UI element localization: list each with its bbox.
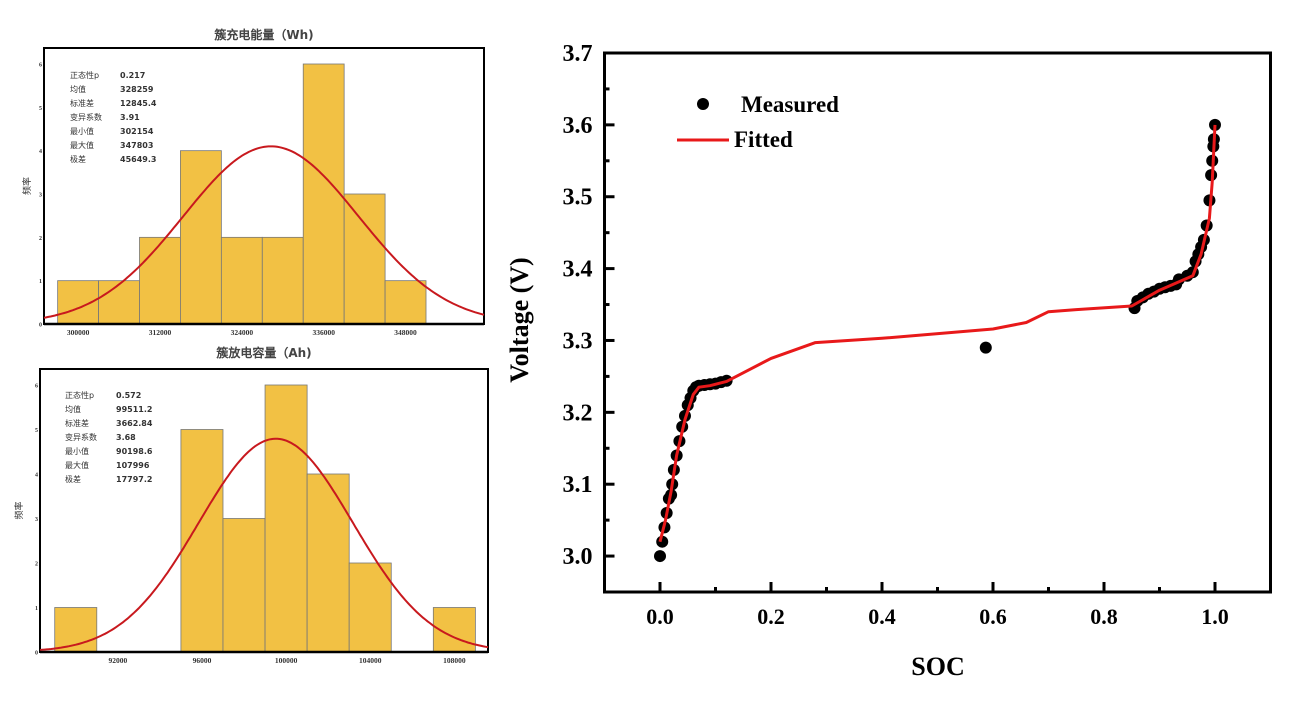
y-axis-label: Voltage (V) xyxy=(505,257,534,382)
x-tick-label: 0.8 xyxy=(1090,604,1118,629)
x-tick-label: 348000 xyxy=(394,328,417,337)
y-axis-label: 频率 xyxy=(21,177,33,195)
stat-value: 99511.2 xyxy=(116,405,152,414)
stat-label: 最大值 xyxy=(65,460,89,470)
measured-point xyxy=(654,550,666,563)
x-tick-label: 312000 xyxy=(149,328,172,337)
x-tick-label: 1.0 xyxy=(1201,604,1229,629)
y-tick-label: 6 xyxy=(39,63,42,69)
x-tick-label: 0.6 xyxy=(979,604,1007,629)
x-tick-label: 336000 xyxy=(312,328,335,337)
stat-label: 极差 xyxy=(70,154,86,164)
x-tick-label: 92000 xyxy=(108,656,127,665)
y-tick-label: 6 xyxy=(35,384,38,390)
stat-label: 最小值 xyxy=(65,446,89,456)
fitted-line xyxy=(658,124,1217,543)
chart-title: 簇充电能量（Wh) xyxy=(213,27,313,42)
x-tick-label: 100000 xyxy=(275,656,298,665)
plot-frame xyxy=(603,51,1272,594)
x-tick-label: 324000 xyxy=(231,328,254,337)
stat-value: 3662.84 xyxy=(116,419,153,428)
stat-label: 正态性p xyxy=(65,390,94,400)
soc-voltage-chart: 0.0 0.2 0.4 0.6 0.8 1.0 3.0 3.1 3.2 3.3 3.4 3.5 3.6 3… xyxy=(505,41,1272,681)
stat-value: 17797.2 xyxy=(116,475,152,484)
y-tick-label: 1 xyxy=(35,606,38,612)
normal-fit-curve xyxy=(39,437,489,651)
y-tick-label: 2 xyxy=(39,236,42,242)
x-tick-label: 0.0 xyxy=(646,604,674,629)
histogram-bar xyxy=(384,280,427,325)
histogram-bar xyxy=(302,63,345,325)
stat-label: 标准差 xyxy=(65,418,89,428)
stat-label: 标准差 xyxy=(70,98,94,108)
y-tick-label: 2 xyxy=(35,562,38,568)
stat-label: 最大值 xyxy=(70,140,94,150)
stat-label: 极差 xyxy=(65,474,81,484)
histogram-chart-2: 簇放电容量（Ah) 92000 96000 100000 104000 108000 0 1 2… xyxy=(13,345,489,665)
y-tick-label: 3.7 xyxy=(563,41,593,67)
legend-measured-marker xyxy=(697,98,709,110)
histogram-bar xyxy=(139,236,181,325)
stat-label: 变异系数 xyxy=(65,432,97,442)
stat-label: 最小值 xyxy=(70,126,94,136)
x-tick-label: 0.4 xyxy=(868,604,896,629)
y-tick-label: 3.4 xyxy=(563,257,593,283)
histogram-bar xyxy=(261,236,304,325)
y-tick-label: 3.6 xyxy=(563,113,593,139)
histogram-bar xyxy=(180,150,222,325)
legend-fitted-label: Fitted xyxy=(734,127,793,152)
stat-value: 0.572 xyxy=(116,391,141,400)
stat-label: 均值 xyxy=(70,84,86,94)
x-tick-label: 96000 xyxy=(193,656,212,665)
y-tick-label: 3.2 xyxy=(563,400,593,426)
stat-value: 107996 xyxy=(116,461,150,470)
legend: Measured Fitted xyxy=(677,92,839,152)
histogram-bar xyxy=(98,280,140,325)
y-tick-label: 5 xyxy=(39,106,42,112)
x-axis-label: SOC xyxy=(911,652,964,681)
histogram-bar xyxy=(220,236,263,325)
chart-title: 簇放电容量（Ah) xyxy=(215,345,311,360)
normal-fit-curve xyxy=(43,145,485,319)
y-tick-label: 4 xyxy=(35,473,38,479)
y-tick-label: 3.0 xyxy=(563,544,593,570)
histogram-bar xyxy=(264,384,308,653)
histogram-bar xyxy=(222,518,266,653)
x-tick-label: 104000 xyxy=(359,656,382,665)
y-tick-label: 0 xyxy=(35,651,38,657)
measured-point xyxy=(979,341,992,354)
stat-value: 3.91 xyxy=(120,113,140,122)
y-tick-label: 3 xyxy=(35,517,38,523)
histogram-chart-1: 簇充电能量（Wh) 300000 312000 324000 336000 348000 0… xyxy=(21,27,485,337)
y-axis-label: 频率 xyxy=(13,501,25,519)
x-tick-label: 300000 xyxy=(67,328,90,337)
histogram-bar xyxy=(306,473,350,653)
y-tick-label: 3.1 xyxy=(563,472,593,498)
stat-label: 正态性p xyxy=(70,70,99,80)
stat-value: 90198.6 xyxy=(116,447,153,456)
legend-measured-label: Measured xyxy=(741,92,839,117)
measured-point xyxy=(1209,118,1221,131)
stat-label: 均值 xyxy=(65,404,81,414)
y-tick-label: 3.5 xyxy=(563,185,593,211)
stat-value: 45649.3 xyxy=(120,155,156,164)
x-tick-label: 108000 xyxy=(443,656,466,665)
y-tick-label: 1 xyxy=(39,279,42,285)
histogram-bar xyxy=(348,562,392,653)
stat-value: 0.217 xyxy=(120,71,145,80)
histogram-bar xyxy=(343,193,386,325)
stat-label: 变异系数 xyxy=(70,112,102,122)
y-tick-label: 5 xyxy=(35,428,38,434)
stat-value: 347803 xyxy=(120,141,153,150)
stat-value: 3.68 xyxy=(116,433,136,442)
x-tick-label: 0.2 xyxy=(757,604,785,629)
stat-value: 328259 xyxy=(120,85,154,94)
y-tick-label: 3.3 xyxy=(563,328,593,354)
y-tick-label: 0 xyxy=(39,323,42,329)
stat-value: 302154 xyxy=(120,127,154,136)
stat-value: 12845.4 xyxy=(120,99,157,108)
y-tick-label: 4 xyxy=(39,149,42,155)
y-tick-label: 3 xyxy=(39,193,42,199)
